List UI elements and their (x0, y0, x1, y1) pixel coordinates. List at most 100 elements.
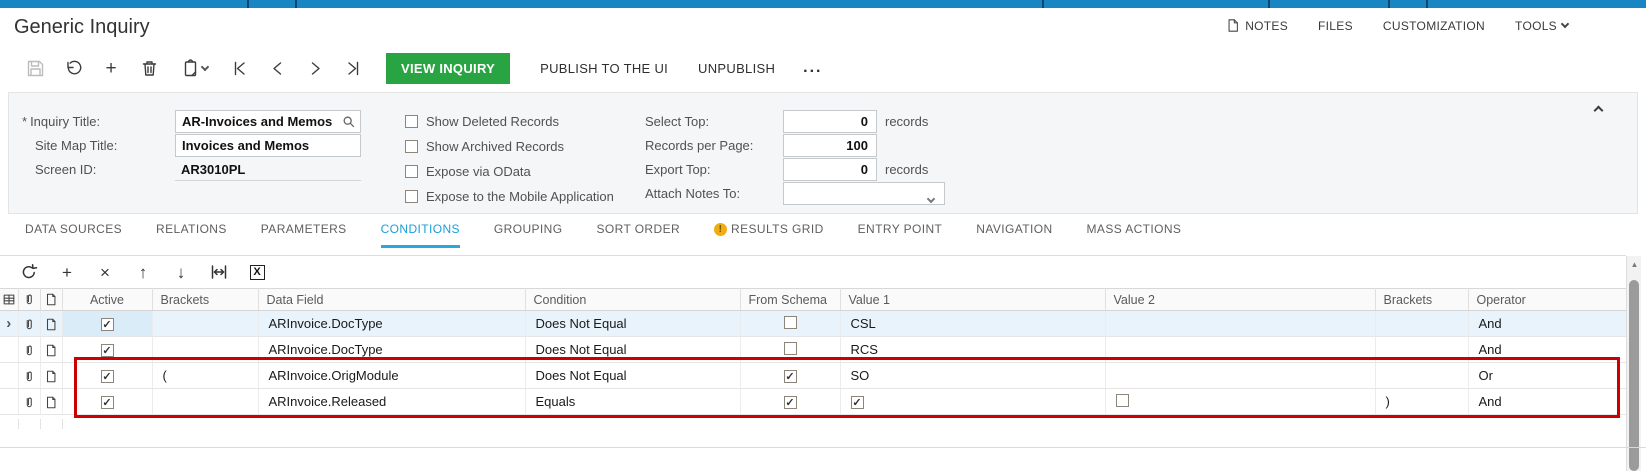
checkbox[interactable] (783, 341, 797, 355)
cell-brackets-open[interactable] (152, 388, 259, 415)
delete-row-button[interactable]: × (100, 262, 110, 282)
tab-relations[interactable]: RELATIONS (156, 222, 227, 248)
column-settings-icon[interactable] (0, 288, 19, 311)
cell-value-1[interactable]: RCS (840, 336, 1106, 363)
more-actions-button[interactable]: ... (803, 59, 823, 76)
search-icon[interactable] (342, 115, 356, 129)
checkbox[interactable] (100, 396, 114, 409)
delete-record-button[interactable] (130, 53, 168, 83)
checkbox[interactable] (783, 370, 797, 383)
move-row-up-button[interactable]: ↑ (138, 262, 148, 282)
checkbox[interactable] (100, 344, 114, 357)
checkbox[interactable] (405, 190, 418, 203)
files-button[interactable]: FILES (1318, 19, 1353, 33)
cell-operator[interactable]: And (1468, 388, 1627, 415)
inquiry-title-input[interactable] (175, 110, 361, 133)
cell-operator[interactable]: Or (1468, 362, 1627, 389)
export-top-input[interactable] (783, 158, 877, 181)
cell-value-2[interactable] (1105, 310, 1376, 337)
cell-condition[interactable]: Does Not Equal (525, 310, 741, 337)
column-header-operator[interactable]: Operator (1468, 288, 1627, 311)
customization-button[interactable]: CUSTOMIZATION (1383, 19, 1485, 33)
cell-data-field[interactable]: ARInvoice.DocType (258, 310, 526, 337)
column-header-brackets[interactable]: Brackets (1375, 288, 1469, 311)
chevron-down-icon[interactable] (926, 189, 936, 207)
cell-value-1[interactable]: SO (840, 362, 1106, 389)
cell-data-field[interactable]: ARInvoice.DocType (258, 336, 526, 363)
cell-condition[interactable]: Equals (525, 388, 741, 415)
move-row-down-button[interactable]: ↓ (176, 262, 186, 282)
go-previous-button[interactable] (258, 53, 296, 83)
add-row-button[interactable]: + (62, 262, 72, 282)
cell-operator[interactable]: And (1468, 336, 1627, 363)
add-record-button[interactable]: + (105, 57, 117, 79)
cell-brackets-open[interactable] (152, 310, 259, 337)
row-selector-cell[interactable] (0, 336, 19, 363)
notes-button[interactable]: NOTES (1226, 18, 1288, 33)
column-header-active[interactable]: Active (62, 288, 153, 311)
go-first-button[interactable] (220, 53, 258, 83)
tab-mass-actions[interactable]: MASS ACTIONS (1087, 222, 1182, 248)
checkbox[interactable] (405, 140, 418, 153)
attachment-column-header[interactable] (18, 288, 41, 311)
cell-brackets-open[interactable] (152, 336, 259, 363)
tab-sort-order[interactable]: SORT ORDER (596, 222, 680, 248)
row-selector-cell[interactable] (0, 362, 19, 389)
column-header-data-field[interactable]: Data Field (258, 288, 526, 311)
cell-brackets-open[interactable]: ( (152, 362, 259, 389)
checkbox[interactable] (405, 165, 418, 178)
go-next-button[interactable] (296, 53, 334, 83)
tab-grouping[interactable]: GROUPING (494, 222, 563, 248)
tab-data-sources[interactable]: DATA SOURCES (25, 222, 122, 248)
note-cell[interactable] (40, 388, 63, 415)
cell-brackets-close[interactable] (1375, 362, 1469, 389)
clipboard-menu-button[interactable] (168, 53, 220, 83)
go-last-button[interactable] (334, 53, 372, 83)
row-selector-cell[interactable]: › (0, 310, 19, 337)
checkbox[interactable] (1115, 393, 1129, 407)
refresh-button[interactable] (10, 259, 48, 285)
attachment-cell[interactable] (18, 388, 41, 415)
column-header-value-2[interactable]: Value 2 (1105, 288, 1376, 311)
column-header-value-1[interactable]: Value 1 (840, 288, 1106, 311)
note-cell[interactable] (40, 336, 63, 363)
undo-button[interactable] (54, 53, 92, 83)
note-cell[interactable] (40, 362, 63, 389)
checkbox[interactable] (783, 315, 797, 329)
tab-entry-point[interactable]: ENTRY POINT (858, 222, 943, 248)
cell-condition[interactable]: Does Not Equal (525, 362, 741, 389)
column-header-condition[interactable]: Condition (525, 288, 741, 311)
cell-brackets-close[interactable] (1375, 310, 1469, 337)
view-inquiry-button[interactable]: VIEW INQUIRY (386, 52, 511, 84)
note-cell[interactable] (40, 310, 63, 337)
cell-data-field[interactable]: ARInvoice.OrigModule (258, 362, 526, 389)
site-map-title-input[interactable] (175, 134, 361, 157)
tab-parameters[interactable]: PARAMETERS (261, 222, 347, 248)
cell-condition[interactable]: Does Not Equal (525, 336, 741, 363)
records-per-page-input[interactable] (783, 134, 877, 157)
select-top-input[interactable] (783, 110, 877, 133)
tab-results-grid[interactable]: ! RESULTS GRID (714, 222, 824, 248)
attachment-cell[interactable] (18, 336, 41, 363)
publish-to-ui-button[interactable]: PUBLISH TO THE UI (540, 60, 669, 76)
cell-brackets-close[interactable] (1375, 336, 1469, 363)
checkbox[interactable] (100, 370, 114, 383)
collapse-panel-button[interactable] (1593, 101, 1609, 116)
cell-value-2[interactable] (1105, 362, 1376, 389)
cell-brackets-close[interactable]: ) (1375, 388, 1469, 415)
tab-conditions[interactable]: CONDITIONS (380, 222, 460, 248)
attachment-cell[interactable] (18, 362, 41, 389)
attachment-cell[interactable] (18, 310, 41, 337)
cell-value-2[interactable] (1105, 336, 1376, 363)
checkbox[interactable] (100, 318, 114, 331)
note-column-header[interactable] (40, 288, 63, 311)
scroll-up-arrow[interactable]: ▲ (1630, 260, 1639, 269)
tools-menu-button[interactable]: TOOLS (1515, 19, 1570, 33)
export-to-excel-button[interactable]: X (238, 259, 276, 285)
attach-notes-to-select[interactable] (783, 182, 945, 205)
cell-operator[interactable]: And (1468, 310, 1627, 337)
checkbox[interactable] (783, 396, 797, 409)
